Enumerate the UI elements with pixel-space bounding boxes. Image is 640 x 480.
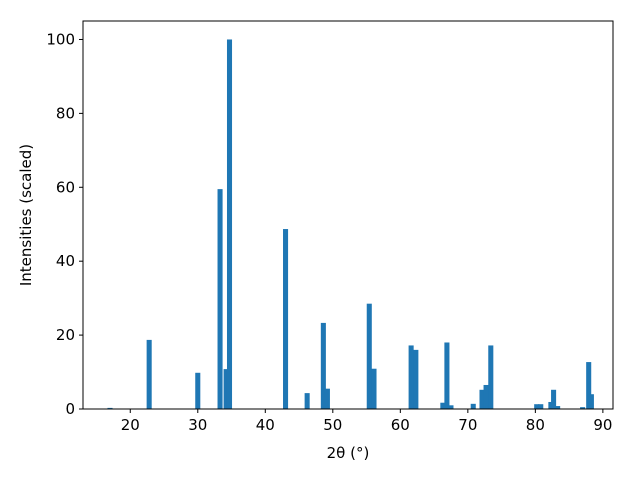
y-tick-label: 20 [56,326,75,344]
bar [195,372,201,409]
bar [440,402,446,409]
bar [548,401,554,409]
bar [479,389,485,409]
bar [551,389,557,409]
x-tick-label: 90 [593,416,612,434]
bar [488,345,494,409]
bar [580,407,586,409]
plot-frame [82,20,614,410]
bar [588,394,594,409]
y-tick-label: 80 [56,104,75,122]
y-tick-label: 60 [56,178,75,196]
bar [217,189,223,409]
bar [107,407,113,409]
y-tick-label: 100 [46,30,75,48]
bar [283,229,289,409]
bar [146,339,152,409]
bar [483,384,489,409]
bar [408,345,414,409]
bar [555,406,561,409]
bar [226,39,233,409]
bar [534,404,540,409]
y-axis-label: Intensities (scaled) [17,144,35,286]
bar [448,405,454,409]
bar [371,368,377,409]
bar [538,404,544,409]
x-tick-label: 40 [256,416,275,434]
bar [366,303,372,409]
y-tick-label: 40 [56,252,75,270]
bar [586,362,592,409]
bar [444,342,450,409]
x-tick-label: 50 [323,416,342,434]
x-tick-label: 30 [188,416,207,434]
bar [413,349,419,409]
bar [470,403,476,409]
x-tick-label: 70 [458,416,477,434]
x-tick-label: 80 [526,416,545,434]
x-tick-label: 20 [121,416,140,434]
bar [223,369,229,409]
y-tick-label: 0 [65,400,75,418]
bar [304,393,310,409]
x-tick-label: 60 [391,416,410,434]
bar [324,388,330,409]
x-axis-label: 2θ (°) [327,444,370,462]
bar [320,322,326,409]
